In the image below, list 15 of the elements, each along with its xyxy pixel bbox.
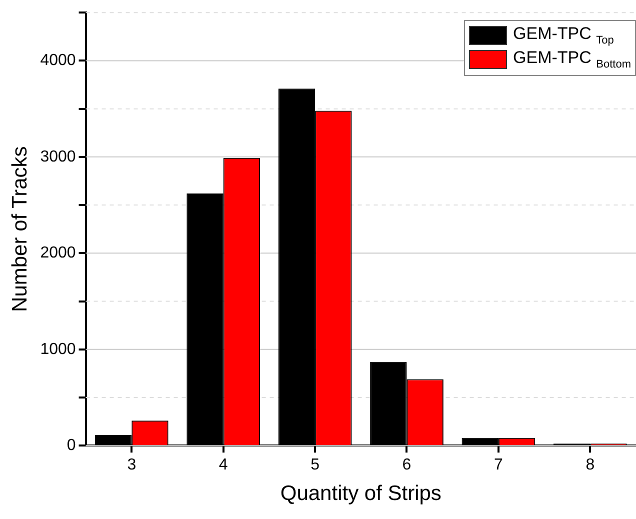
y-tick-label: 1000 xyxy=(40,340,76,358)
y-tick-label: 3000 xyxy=(40,148,76,166)
y-tick-label: 4000 xyxy=(40,52,76,70)
legend-label: GEM-TPC $_{Bottom}$ xyxy=(513,48,631,71)
legend-label: GEM-TPC $_{Top}$ xyxy=(513,24,614,47)
x-axis-title: Quantity of Strips xyxy=(280,482,442,506)
y-tick-label: 0 xyxy=(66,437,76,454)
x-tick-label: 6 xyxy=(402,456,412,474)
x-tick-label: 4 xyxy=(218,456,228,474)
x-tick-label: 3 xyxy=(127,456,136,474)
y-tick-label: 2000 xyxy=(40,244,76,262)
x-tick-label: 5 xyxy=(310,456,320,474)
y-axis-title: Number of Tracks xyxy=(8,146,32,312)
x-tick-label: 8 xyxy=(586,456,595,474)
x-tick-label: 7 xyxy=(494,456,503,474)
